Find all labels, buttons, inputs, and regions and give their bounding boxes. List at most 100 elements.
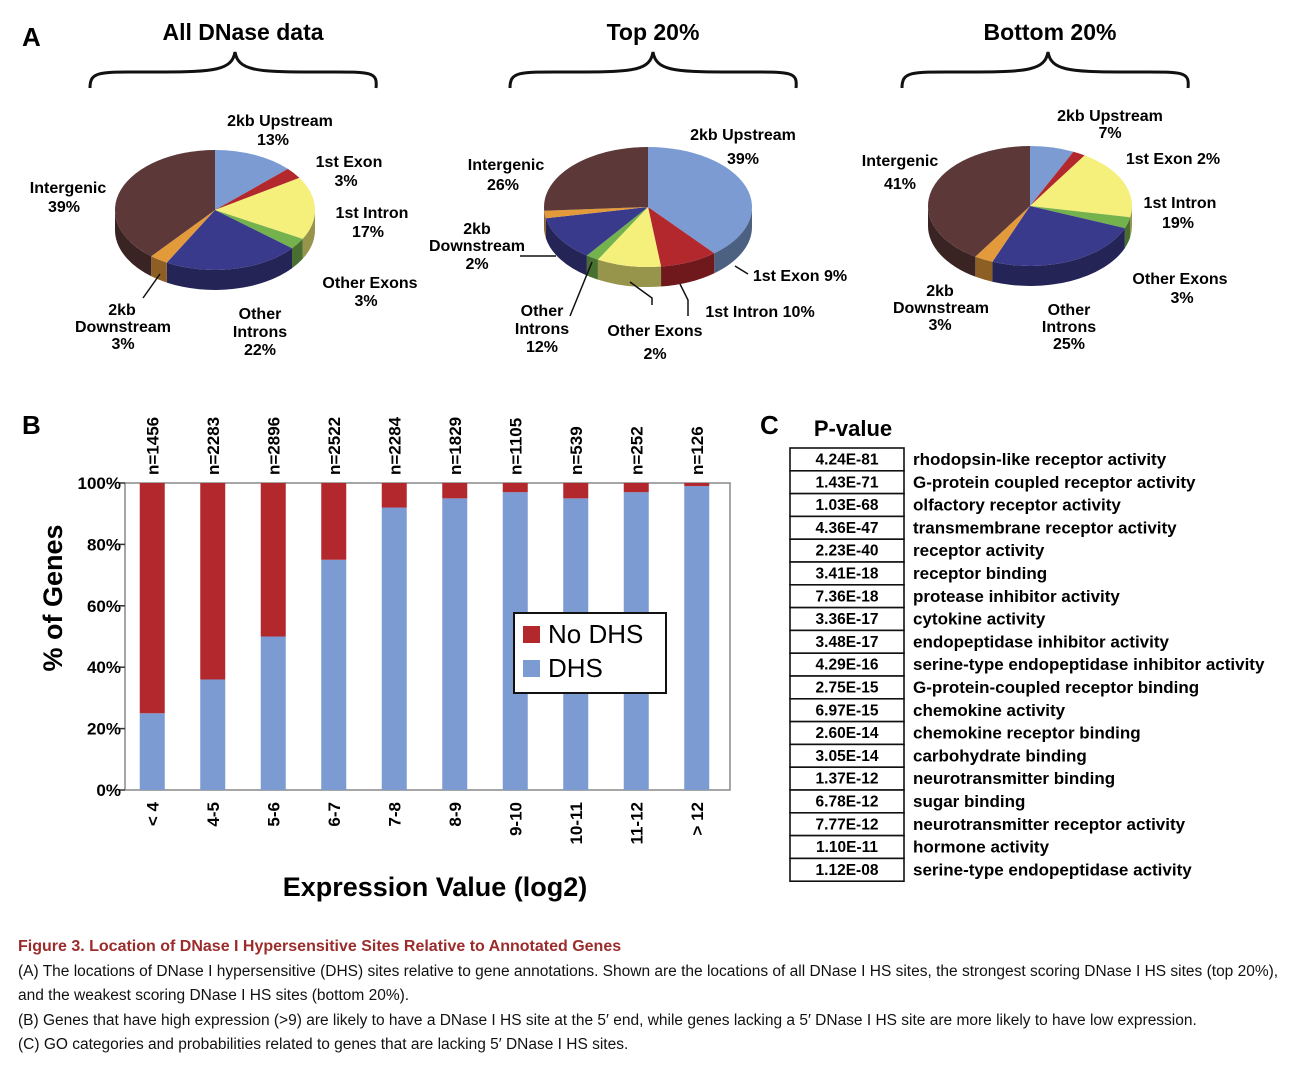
n-label: n=2284 <box>385 416 404 475</box>
bar-no-dhs <box>200 483 226 680</box>
go-category-text: chemokine receptor binding <box>913 724 1141 743</box>
n-label: n=1105 <box>506 418 525 475</box>
brace-all <box>88 51 378 89</box>
pvalue-text: 6.97E-15 <box>816 702 879 719</box>
go-category-text: sugar binding <box>913 792 1025 811</box>
y-tick-label: 40% <box>87 658 121 677</box>
label-downstream-2: Downstream <box>75 319 171 336</box>
pie-side-other_introns <box>992 228 1125 287</box>
label-other-introns: Other <box>521 303 564 320</box>
caption-b: (B) Genes that have high expression (>9)… <box>18 1011 1197 1029</box>
pie-slice-upstream <box>1030 146 1074 206</box>
pie-side-upstream <box>714 207 752 274</box>
label-other-introns-2: Introns <box>233 324 287 341</box>
label-upstream-pct: 7% <box>1098 125 1121 142</box>
y-tick-label: 100% <box>78 474 121 493</box>
pie-chart-bottom-20 <box>927 146 1133 287</box>
pie-slice-downstream <box>975 206 1030 262</box>
bar-no-dhs <box>563 483 589 499</box>
label-other-introns: Other <box>1048 302 1091 319</box>
bar-no-dhs <box>442 483 468 499</box>
y-tick-label: 60% <box>87 597 121 616</box>
bar-dhs <box>321 559 347 790</box>
go-category-table: 4.24E-81 rhodopsin-like receptor activity… <box>789 447 1265 883</box>
panel-label-a: A <box>22 22 41 52</box>
n-label: n=2896 <box>264 417 283 475</box>
bar-no-dhs <box>381 483 407 508</box>
pie-side-intron1 <box>597 259 662 288</box>
pie-labels-top: 2kb Upstream 39% 1st Exon 9% 1st Intron … <box>429 127 847 363</box>
pvalue-text: 3.05E-14 <box>816 748 879 765</box>
bar-no-dhs <box>502 483 528 493</box>
label-other-introns-pct: 22% <box>244 342 276 359</box>
bar-dhs <box>381 507 407 790</box>
go-category-text: G-protein-coupled receptor binding <box>913 678 1199 697</box>
label-intergenic: Intergenic <box>468 157 545 174</box>
pvalue-text: 7.36E-18 <box>816 588 879 605</box>
leader-other-introns-top <box>569 261 593 317</box>
leader-downstream-all <box>142 273 161 299</box>
go-category-text: carbohydrate binding <box>913 746 1087 765</box>
n-label: n=252 <box>627 426 646 475</box>
label-other-exons: Other Exons <box>322 275 417 292</box>
pvalue-text: 1.43E-71 <box>816 474 879 491</box>
go-category-text: endopeptidase inhibitor activity <box>913 632 1170 651</box>
pvalue-text: 6.78E-12 <box>816 794 879 811</box>
caption-a: (A) The locations of DNase I hypersensit… <box>18 962 1279 1005</box>
pie-side-intron1 <box>302 210 315 259</box>
pvalue-text: 7.77E-12 <box>816 816 879 833</box>
brace-top <box>508 51 798 89</box>
label-exon1: 1st Exon 2% <box>1126 151 1220 168</box>
pie-slice-other_introns <box>545 207 648 256</box>
pie-slice-intron1 <box>1030 155 1133 218</box>
figure-canvas: A B C All DNase data Top 20% Bottom 20% … <box>22 19 1265 902</box>
label-intron1: 1st Intron 10% <box>705 304 814 321</box>
pie-slice-other_introns <box>992 206 1125 267</box>
label-intron1-pct: 17% <box>352 224 384 241</box>
pie-side-downstream <box>975 256 993 282</box>
pvalue-text: 2.75E-15 <box>816 680 879 697</box>
n-label: n=2522 <box>325 417 344 475</box>
leader-other-exons-top <box>629 281 653 305</box>
label-upstream: 2kb Upstream <box>690 127 796 144</box>
pvalue-text: 2.23E-40 <box>816 543 879 560</box>
pie-slice-intergenic <box>114 150 215 257</box>
pie-slice-downstream <box>544 207 648 219</box>
pie-side-other_exons <box>1124 217 1131 249</box>
pie-slice-exon1 <box>648 207 715 267</box>
pvalue-text: 3.41E-18 <box>816 566 879 583</box>
pie-slice-downstream <box>151 210 215 263</box>
leaders-top <box>520 255 749 317</box>
pie-side-exon1 <box>661 253 715 287</box>
leader-intron1-top <box>679 283 689 316</box>
panel-label-b: B <box>22 410 41 440</box>
pie-slice-intron1 <box>597 207 662 267</box>
legend-box <box>513 612 667 694</box>
pie-side-intergenic <box>115 210 152 277</box>
label-intron1: 1st Intron <box>336 205 409 222</box>
go-category-text: G-protein coupled receptor activity <box>913 473 1196 492</box>
x-tick-label: < 4 <box>143 801 162 826</box>
x-tick-label: 8-9 <box>446 802 465 827</box>
pie-slice-upstream <box>648 147 752 254</box>
label-downstream-pct: 3% <box>111 336 134 353</box>
label-exon1: 1st Exon <box>316 154 383 171</box>
label-downstream: 2kb <box>463 221 491 238</box>
go-category-text: rhodopsin-like receptor activity <box>913 450 1167 469</box>
n-label: n=539 <box>567 426 586 475</box>
label-other-exons-pct: 3% <box>1170 290 1193 307</box>
pvalue-text: 1.12E-08 <box>816 862 879 879</box>
pie-slice-intron1 <box>215 177 316 239</box>
label-downstream: 2kb <box>108 302 136 319</box>
pie-slice-upstream <box>215 150 288 210</box>
bar-legend: No DHS DHS <box>513 612 667 694</box>
legend-swatch <box>523 660 540 677</box>
leader-exon1-top <box>734 265 749 275</box>
label-upstream-pct: 39% <box>727 151 759 168</box>
go-category-text: receptor activity <box>913 541 1045 560</box>
label-exon1: 1st Exon 9% <box>753 268 847 285</box>
bar-no-dhs <box>139 483 165 714</box>
pie-side-other_introns <box>166 248 293 290</box>
bar-dhs <box>442 498 468 790</box>
caption-title: Figure 3. Location of DNase I Hypersensi… <box>18 938 622 955</box>
